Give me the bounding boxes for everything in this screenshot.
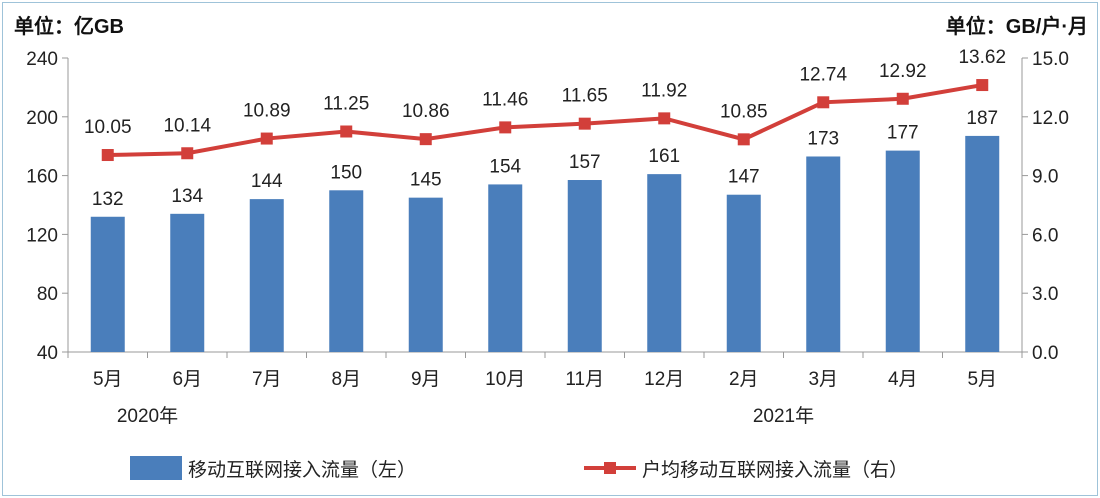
- bar: [726, 194, 761, 352]
- bar: [806, 156, 841, 352]
- line-value-label: 10.89: [243, 101, 291, 122]
- line-value-label: 10.05: [84, 117, 132, 138]
- bar: [885, 150, 920, 352]
- bar: [488, 184, 523, 352]
- right-tick-label: 6.0: [1032, 225, 1058, 246]
- x-tick-label: 9月: [411, 369, 441, 390]
- line-marker: [976, 79, 989, 92]
- x-tick-label: 8月: [331, 369, 361, 390]
- line-value-label: 10.85: [720, 101, 768, 122]
- x-tick-label: 2月: [729, 369, 759, 390]
- line-value-label: 10.86: [402, 101, 450, 122]
- right-tick-label: 15.0: [1032, 49, 1069, 70]
- bar-value-label: 144: [251, 171, 283, 192]
- line-value-label: 11.65: [562, 86, 608, 107]
- year-label: 2020年: [117, 405, 178, 427]
- bar-value-label: 177: [887, 123, 919, 144]
- line-value-label: 12.74: [799, 64, 847, 85]
- x-tick-label: 4月: [888, 369, 918, 390]
- bar: [965, 135, 1000, 352]
- legend-bar-swatch: [130, 456, 182, 480]
- x-tick-label: 6月: [172, 369, 202, 390]
- bar: [249, 199, 284, 352]
- left-tick-label: 120: [26, 225, 58, 246]
- bar: [170, 213, 205, 352]
- x-tick-label: 10月: [485, 369, 525, 390]
- bar-value-label: 161: [648, 146, 680, 167]
- x-tick-label: 11月: [565, 369, 604, 390]
- line-value-label: 10.14: [163, 115, 211, 136]
- bar: [329, 190, 364, 352]
- left-tick-label: 80: [37, 284, 58, 305]
- line-value-label: 11.46: [482, 89, 528, 110]
- x-tick-label: 5月: [967, 369, 997, 390]
- legend-line-label: 户均移动互联网接入流量（右）: [642, 459, 908, 481]
- x-tick-label: 7月: [252, 369, 282, 390]
- left-tick-label: 240: [26, 49, 58, 70]
- bar: [90, 216, 125, 352]
- bar-value-label: 157: [569, 152, 601, 173]
- right-tick-label: 9.0: [1032, 167, 1058, 188]
- line-value-label: 13.62: [958, 47, 1006, 68]
- legend-line-marker: [604, 462, 616, 474]
- x-tick-label: 5月: [93, 369, 123, 390]
- line-marker: [817, 96, 830, 109]
- left-tick-label: 200: [26, 108, 58, 129]
- line-series: [107, 83, 983, 158]
- right-tick-label: 3.0: [1032, 284, 1058, 305]
- x-tick-label: 12月: [644, 369, 684, 390]
- right-tick-label: 12.0: [1032, 108, 1069, 129]
- bar-value-label: 173: [807, 128, 839, 149]
- bar-value-label: 134: [171, 186, 203, 207]
- bar-value-label: 147: [728, 167, 760, 188]
- bar: [408, 197, 443, 352]
- line-value-label: 12.92: [879, 61, 927, 82]
- bar-value-label: 132: [92, 189, 124, 210]
- bar-value-label: 154: [489, 156, 521, 177]
- bar: [647, 174, 682, 352]
- line-marker: [737, 133, 750, 146]
- x-tick-label: 3月: [808, 369, 838, 390]
- line-marker: [101, 149, 114, 162]
- left-tick-label: 40: [37, 343, 58, 364]
- line-marker: [419, 133, 432, 146]
- line-marker: [658, 112, 671, 125]
- bar-value-label: 150: [330, 162, 362, 183]
- line-value-label: 11.92: [641, 80, 687, 101]
- line-marker: [340, 125, 353, 138]
- line-marker: [578, 117, 591, 130]
- line-value-label: 11.25: [323, 94, 369, 115]
- legend-bar-label: 移动互联网接入流量（左）: [188, 459, 416, 481]
- bar-value-label: 145: [410, 170, 442, 191]
- left-tick-label: 160: [26, 167, 58, 188]
- bar: [567, 180, 602, 352]
- year-label: 2021年: [753, 405, 814, 427]
- line-marker: [896, 92, 909, 105]
- line-marker: [181, 147, 194, 160]
- line-marker: [260, 132, 273, 145]
- bar-value-label: 187: [966, 108, 998, 129]
- right-tick-label: 0.0: [1032, 343, 1058, 364]
- line-marker: [499, 121, 512, 134]
- right-unit-label: 单位：GB/户·月: [946, 14, 1088, 38]
- left-unit-label: 单位：亿GB: [14, 14, 124, 38]
